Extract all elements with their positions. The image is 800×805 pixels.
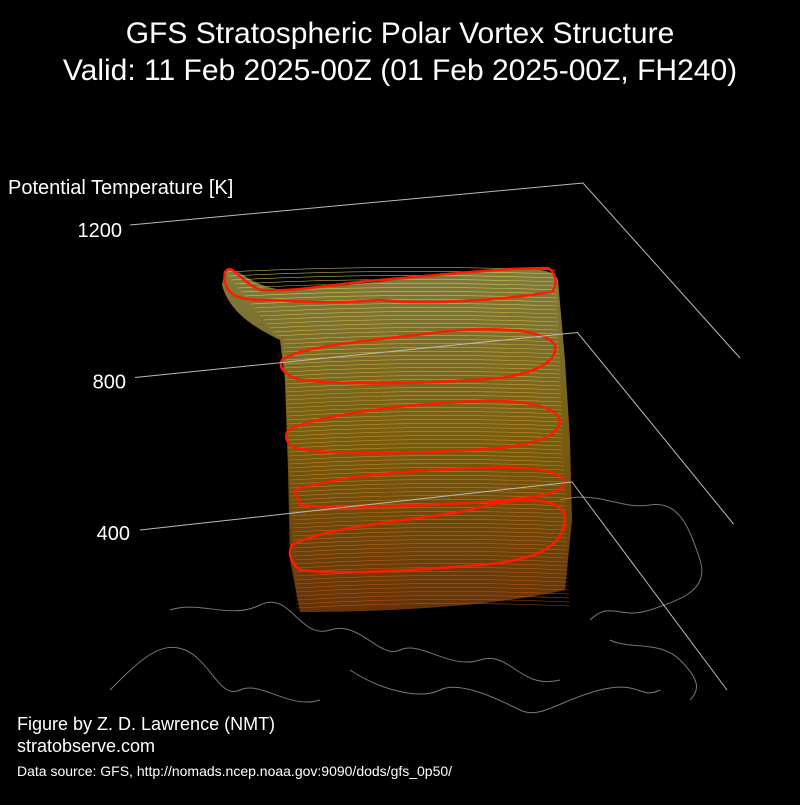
y-tick-label: 1200 bbox=[78, 220, 123, 242]
isentrope-line bbox=[294, 571, 569, 577]
isentrope-line bbox=[290, 487, 565, 493]
chart-subtitle: Valid: 11 Feb 2025-00Z (01 Feb 2025-00Z,… bbox=[63, 54, 737, 87]
grid-line bbox=[139, 481, 728, 691]
isentrope-line bbox=[285, 395, 562, 401]
isentrope-line bbox=[284, 359, 560, 365]
isentrope-line bbox=[292, 531, 567, 537]
isentrope-line bbox=[293, 543, 568, 549]
isentrope-line bbox=[287, 431, 563, 437]
isentrope-line bbox=[286, 407, 562, 413]
isentrope-line bbox=[291, 507, 566, 513]
grid-line bbox=[134, 331, 734, 525]
isentrope-line bbox=[293, 555, 568, 561]
isentrope-line bbox=[287, 423, 563, 429]
isentrope-line bbox=[295, 587, 569, 593]
isentrope-line bbox=[228, 271, 557, 277]
isentrope-line bbox=[283, 351, 560, 357]
isentrope-line bbox=[256, 307, 558, 313]
isentrope-line bbox=[289, 463, 564, 469]
isentrope-line bbox=[288, 447, 564, 453]
isentrope-line bbox=[286, 399, 562, 405]
isentrope-line bbox=[260, 311, 558, 317]
isentrope-line bbox=[291, 511, 566, 517]
vortex-fill bbox=[222, 269, 572, 612]
isentrope-line bbox=[293, 551, 568, 557]
isentrope-line bbox=[283, 339, 559, 345]
isentrope-line bbox=[266, 319, 559, 325]
isentrope-line bbox=[289, 475, 565, 481]
isentrope-line bbox=[288, 439, 563, 445]
isentrope-line bbox=[289, 459, 564, 465]
isentrope-line bbox=[272, 327, 559, 333]
isentrope-line bbox=[295, 583, 569, 589]
isentrope-line bbox=[292, 527, 567, 533]
isentrope-line bbox=[253, 303, 558, 309]
isentrope-line bbox=[295, 595, 570, 601]
isentrope-line bbox=[290, 483, 565, 489]
isentrope-line bbox=[294, 575, 569, 581]
isentrope-line bbox=[287, 435, 563, 441]
isentrope-line bbox=[237, 283, 557, 289]
isentrope-line bbox=[284, 367, 561, 373]
coastlines bbox=[109, 496, 703, 714]
isentrope-line bbox=[287, 419, 563, 425]
axes: 400 800 1200 bbox=[78, 182, 741, 691]
isentrope-line bbox=[283, 347, 560, 353]
y-tick-label: 400 bbox=[97, 523, 130, 545]
isentrope-line bbox=[294, 559, 568, 565]
credit: Figure by Z. D. Lawrence (NMT) bbox=[17, 714, 275, 734]
isentrope-line bbox=[269, 323, 559, 329]
isentrope-line bbox=[288, 455, 564, 461]
isentrope-line bbox=[244, 291, 557, 297]
axis-label: Potential Temperature [K] bbox=[8, 177, 233, 199]
isentrope-line bbox=[294, 563, 568, 569]
chart-title: GFS Stratospheric Polar Vortex Structure bbox=[126, 17, 675, 50]
isentrope-line bbox=[283, 355, 560, 361]
grid-line bbox=[129, 182, 741, 359]
isentrope-line bbox=[263, 315, 558, 321]
isentrope-line bbox=[276, 331, 559, 337]
isentrope-line bbox=[288, 443, 564, 449]
isentrope-line bbox=[231, 275, 557, 281]
isentrope-line bbox=[296, 599, 570, 605]
isentrope-line bbox=[295, 579, 569, 585]
isentrope-line bbox=[293, 539, 567, 545]
isentrope-line bbox=[284, 363, 560, 369]
isentrope-line bbox=[292, 535, 567, 541]
isentrope-line bbox=[285, 391, 561, 397]
vortex-body bbox=[222, 267, 572, 612]
isentrope-line bbox=[293, 547, 568, 553]
isentrope-line bbox=[292, 519, 567, 525]
isentrope-line bbox=[295, 591, 569, 597]
website: stratobserve.com bbox=[17, 736, 155, 756]
data-source: Data source: GFS, http://nomads.ncep.noa… bbox=[17, 763, 452, 779]
isentrope-line bbox=[292, 523, 567, 529]
isentrope-line bbox=[283, 343, 560, 349]
isentrope-line bbox=[296, 603, 570, 609]
isentrope-line bbox=[285, 387, 561, 393]
vortex-contours bbox=[223, 266, 567, 574]
isentrope-line bbox=[290, 491, 565, 497]
isentrope-line bbox=[287, 427, 563, 433]
isentrope-line bbox=[284, 375, 561, 381]
y-tick-label: 800 bbox=[93, 372, 126, 394]
isentrope-line bbox=[286, 411, 562, 417]
